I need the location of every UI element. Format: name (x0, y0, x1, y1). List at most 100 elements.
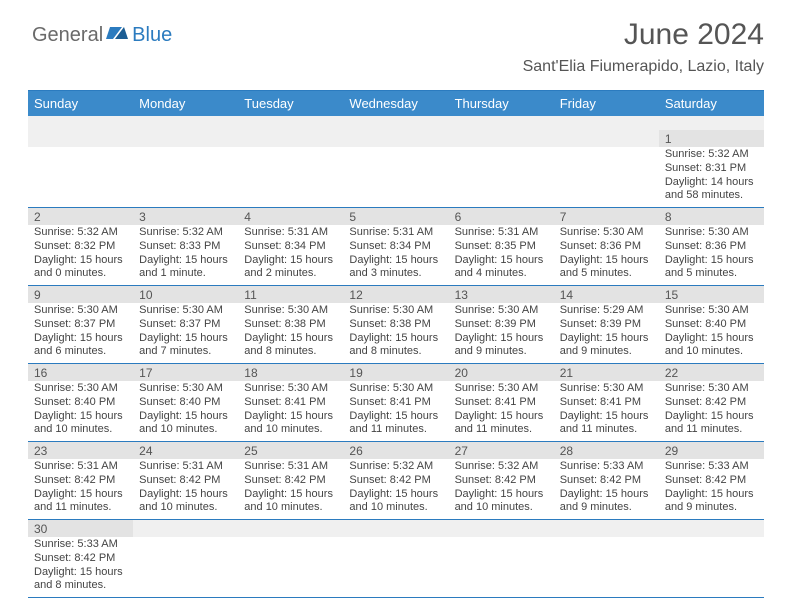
day-data-cell: Sunrise: 5:30 AMSunset: 8:38 PMDaylight:… (238, 303, 343, 363)
sunset-text: Sunset: 8:42 PM (560, 474, 653, 488)
sunrise-text: Sunrise: 5:32 AM (349, 460, 442, 474)
sunset-text: Sunset: 8:37 PM (139, 318, 232, 332)
day-number-cell: 19 (343, 364, 448, 381)
spacer-cell (133, 116, 238, 130)
calendar: SundayMondayTuesdayWednesdayThursdayFrid… (28, 90, 764, 598)
day-number-cell: 18 (238, 364, 343, 381)
sunrise-text: Sunrise: 5:31 AM (244, 226, 337, 240)
sunset-text: Sunset: 8:42 PM (139, 474, 232, 488)
spacer-cell (449, 116, 554, 130)
day-number-cell: 25 (238, 442, 343, 459)
day-number-cell: 23 (28, 442, 133, 459)
sunrise-text: Sunrise: 5:31 AM (139, 460, 232, 474)
sunset-text: Sunset: 8:38 PM (349, 318, 442, 332)
day-number-cell (238, 130, 343, 147)
page-title: June 2024 (523, 18, 764, 52)
day-data-cell: Sunrise: 5:30 AMSunset: 8:38 PMDaylight:… (343, 303, 448, 363)
day-data-cell (343, 147, 448, 207)
sunset-text: Sunset: 8:40 PM (34, 396, 127, 410)
day-number-cell (343, 520, 448, 537)
day-data-cell: Sunrise: 5:31 AMSunset: 8:34 PMDaylight:… (238, 225, 343, 285)
day-data-cell: Sunrise: 5:30 AMSunset: 8:42 PMDaylight:… (659, 381, 764, 441)
day-number-cell (133, 130, 238, 147)
day-data-cell (659, 537, 764, 597)
spacer-cell (659, 116, 764, 130)
day-data-cell: Sunrise: 5:30 AMSunset: 8:40 PMDaylight:… (28, 381, 133, 441)
daylight-text: Daylight: 15 hours and 8 minutes. (34, 566, 127, 594)
week-row: 1Sunrise: 5:32 AMSunset: 8:31 PMDaylight… (28, 116, 764, 208)
day-number-cell: 24 (133, 442, 238, 459)
sunset-text: Sunset: 8:41 PM (244, 396, 337, 410)
day-data-cell (28, 147, 133, 207)
sunrise-text: Sunrise: 5:30 AM (560, 226, 653, 240)
daylight-text: Daylight: 15 hours and 5 minutes. (665, 254, 758, 282)
day-number-cell (554, 520, 659, 537)
sunset-text: Sunset: 8:33 PM (139, 240, 232, 254)
day-data-cell: Sunrise: 5:31 AMSunset: 8:34 PMDaylight:… (343, 225, 448, 285)
day-number-cell: 15 (659, 286, 764, 303)
sunset-text: Sunset: 8:41 PM (455, 396, 548, 410)
day-header: Sunday (28, 91, 133, 116)
daylight-text: Daylight: 15 hours and 10 minutes. (244, 410, 337, 438)
spacer-cell (554, 116, 659, 130)
sunset-text: Sunset: 8:37 PM (34, 318, 127, 332)
day-data-cell (343, 537, 448, 597)
sunset-text: Sunset: 8:34 PM (244, 240, 337, 254)
sunset-text: Sunset: 8:41 PM (560, 396, 653, 410)
title-block: June 2024 Sant'Elia Fiumerapido, Lazio, … (523, 18, 764, 76)
week-row: 2345678Sunrise: 5:32 AMSunset: 8:32 PMDa… (28, 208, 764, 286)
day-data-cell (238, 537, 343, 597)
day-data-cell: Sunrise: 5:30 AMSunset: 8:41 PMDaylight:… (449, 381, 554, 441)
spacer-cell (28, 116, 133, 130)
day-data-cell: Sunrise: 5:30 AMSunset: 8:37 PMDaylight:… (133, 303, 238, 363)
day-number-cell: 28 (554, 442, 659, 459)
sunset-text: Sunset: 8:42 PM (349, 474, 442, 488)
sunrise-text: Sunrise: 5:32 AM (665, 148, 758, 162)
day-data-cell: Sunrise: 5:32 AMSunset: 8:31 PMDaylight:… (659, 147, 764, 207)
day-header-row: SundayMondayTuesdayWednesdayThursdayFrid… (28, 91, 764, 116)
sunset-text: Sunset: 8:40 PM (665, 318, 758, 332)
sunrise-text: Sunrise: 5:30 AM (665, 304, 758, 318)
daylight-text: Daylight: 15 hours and 11 minutes. (665, 410, 758, 438)
data-row: Sunrise: 5:30 AMSunset: 8:37 PMDaylight:… (28, 303, 764, 363)
daylight-text: Daylight: 15 hours and 0 minutes. (34, 254, 127, 282)
sunset-text: Sunset: 8:39 PM (560, 318, 653, 332)
spacer-cell (238, 116, 343, 130)
daylight-text: Daylight: 15 hours and 1 minute. (139, 254, 232, 282)
sunset-text: Sunset: 8:35 PM (455, 240, 548, 254)
day-number-cell: 27 (449, 442, 554, 459)
flag-icon (106, 25, 128, 46)
day-number-cell: 16 (28, 364, 133, 381)
day-number-cell: 10 (133, 286, 238, 303)
day-data-cell: Sunrise: 5:30 AMSunset: 8:40 PMDaylight:… (659, 303, 764, 363)
daylight-text: Daylight: 15 hours and 5 minutes. (560, 254, 653, 282)
sunset-text: Sunset: 8:41 PM (349, 396, 442, 410)
day-data-cell: Sunrise: 5:31 AMSunset: 8:42 PMDaylight:… (133, 459, 238, 519)
day-number-cell: 21 (554, 364, 659, 381)
daylight-text: Daylight: 15 hours and 6 minutes. (34, 332, 127, 360)
day-header: Saturday (659, 91, 764, 116)
day-number-cell: 29 (659, 442, 764, 459)
daylight-text: Daylight: 15 hours and 10 minutes. (244, 488, 337, 516)
day-header: Friday (554, 91, 659, 116)
day-data-cell (449, 537, 554, 597)
day-number-cell: 26 (343, 442, 448, 459)
sunrise-text: Sunrise: 5:30 AM (455, 382, 548, 396)
sunset-text: Sunset: 8:39 PM (455, 318, 548, 332)
day-number-cell: 9 (28, 286, 133, 303)
daylight-text: Daylight: 15 hours and 10 minutes. (665, 332, 758, 360)
day-number-cell (554, 130, 659, 147)
data-row: Sunrise: 5:32 AMSunset: 8:32 PMDaylight:… (28, 225, 764, 285)
sunrise-text: Sunrise: 5:29 AM (560, 304, 653, 318)
day-data-cell: Sunrise: 5:30 AMSunset: 8:41 PMDaylight:… (554, 381, 659, 441)
day-data-cell (238, 147, 343, 207)
day-data-cell: Sunrise: 5:33 AMSunset: 8:42 PMDaylight:… (554, 459, 659, 519)
header: General Blue June 2024 Sant'Elia Fiumera… (0, 0, 792, 80)
daylight-text: Daylight: 15 hours and 11 minutes. (349, 410, 442, 438)
daylight-text: Daylight: 15 hours and 2 minutes. (244, 254, 337, 282)
daylight-text: Daylight: 15 hours and 10 minutes. (34, 410, 127, 438)
day-header: Monday (133, 91, 238, 116)
day-number-cell: 8 (659, 208, 764, 225)
sunrise-text: Sunrise: 5:32 AM (34, 226, 127, 240)
sunrise-text: Sunrise: 5:33 AM (560, 460, 653, 474)
